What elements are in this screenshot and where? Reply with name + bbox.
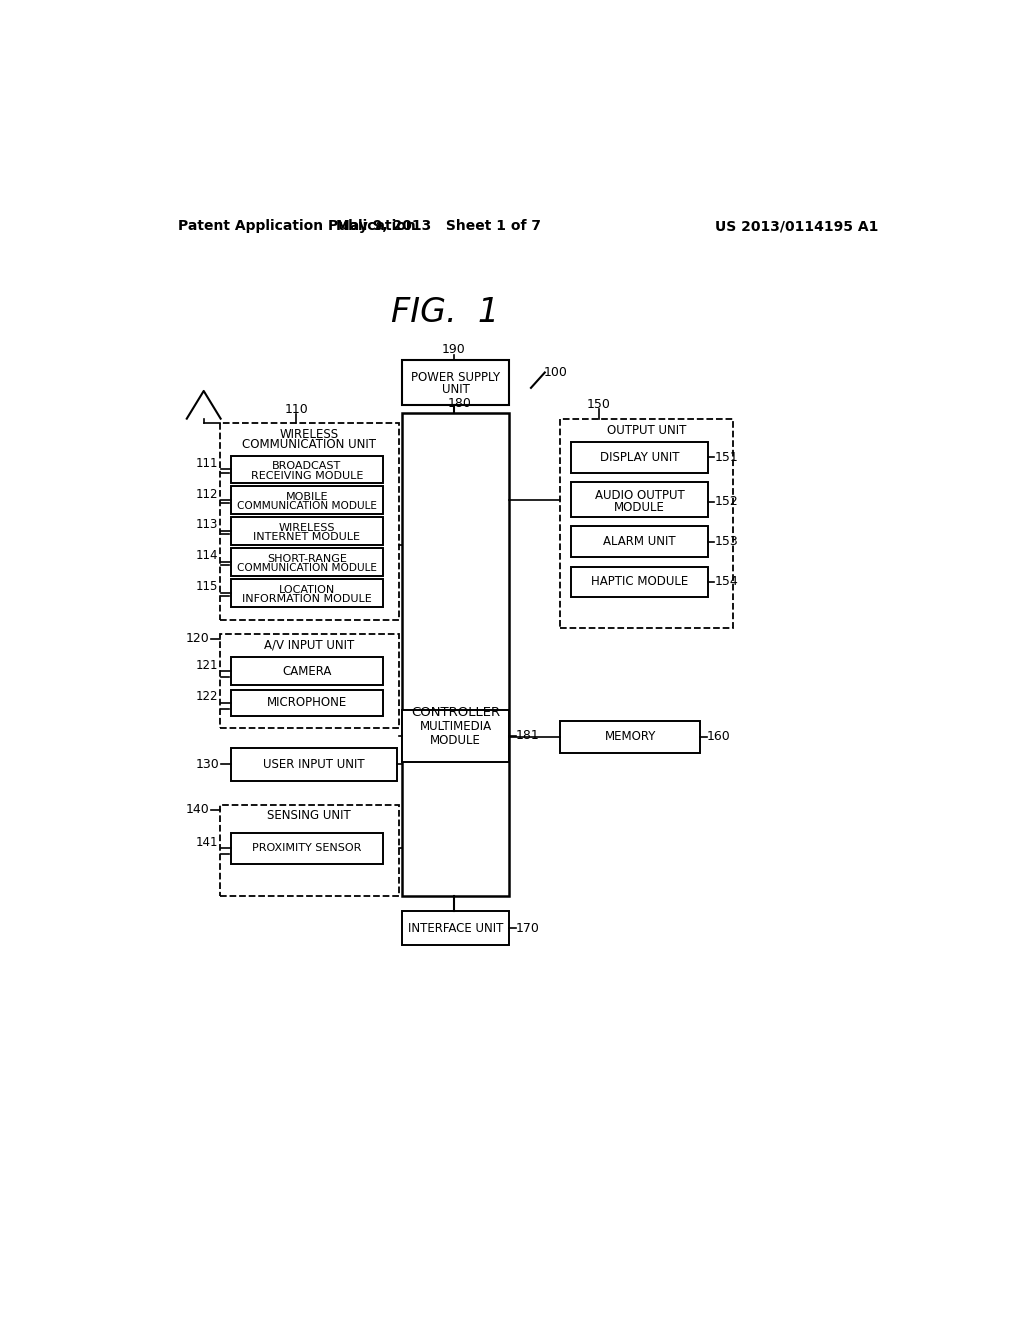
Text: 140: 140 [185, 804, 209, 816]
Bar [230, 548, 383, 576]
Text: LOCATION: LOCATION [279, 585, 335, 594]
Text: ALARM UNIT: ALARM UNIT [603, 536, 676, 548]
Text: 121: 121 [196, 659, 218, 672]
Bar [571, 482, 708, 517]
Text: FIG.  1: FIG. 1 [391, 296, 499, 329]
Text: 122: 122 [196, 690, 218, 704]
Text: 170: 170 [515, 921, 540, 935]
Text: HAPTIC MODULE: HAPTIC MODULE [591, 576, 688, 589]
Text: A/V INPUT UNIT: A/V INPUT UNIT [264, 639, 354, 652]
Text: 151: 151 [714, 450, 738, 463]
Text: 110: 110 [285, 403, 308, 416]
Bar [401, 360, 509, 405]
Text: AUDIO OUTPUT: AUDIO OUTPUT [595, 490, 684, 502]
Text: COMMUNICATION MODULE: COMMUNICATION MODULE [237, 502, 377, 511]
Text: UNIT: UNIT [441, 383, 469, 396]
Text: WIRELESS: WIRELESS [280, 428, 339, 441]
Bar [401, 710, 509, 762]
Text: May 9, 2013   Sheet 1 of 7: May 9, 2013 Sheet 1 of 7 [336, 219, 541, 234]
Text: 115: 115 [196, 579, 218, 593]
Bar [401, 911, 509, 945]
Bar [560, 721, 700, 752]
Text: Patent Application Publication: Patent Application Publication [178, 219, 416, 234]
Bar [230, 690, 383, 715]
Bar [401, 413, 509, 896]
Text: 113: 113 [196, 519, 218, 532]
Text: MICROPHONE: MICROPHONE [267, 696, 347, 709]
Bar [230, 657, 383, 685]
Bar [220, 805, 398, 896]
Text: 152: 152 [714, 495, 738, 508]
Text: CONTROLLER: CONTROLLER [411, 706, 500, 719]
Text: 153: 153 [714, 536, 738, 548]
Bar [571, 527, 708, 557]
Bar [571, 442, 708, 473]
Text: RECEIVING MODULE: RECEIVING MODULE [251, 471, 364, 480]
Text: INTERFACE UNIT: INTERFACE UNIT [408, 921, 503, 935]
Text: SENSING UNIT: SENSING UNIT [267, 809, 351, 822]
Text: 180: 180 [447, 397, 471, 409]
Text: COMMUNICATION MODULE: COMMUNICATION MODULE [237, 564, 377, 573]
Text: 114: 114 [196, 549, 218, 562]
Text: OUTPUT UNIT: OUTPUT UNIT [607, 425, 686, 437]
Bar [230, 517, 383, 545]
Text: POWER SUPPLY: POWER SUPPLY [411, 371, 500, 384]
Text: MOBILE: MOBILE [286, 492, 328, 502]
Text: MEMORY: MEMORY [604, 730, 656, 743]
Text: 100: 100 [544, 366, 568, 379]
Text: INTERNET MODULE: INTERNET MODULE [253, 532, 360, 543]
Bar [230, 833, 383, 863]
Text: US 2013/0114195 A1: US 2013/0114195 A1 [715, 219, 879, 234]
Text: 154: 154 [714, 576, 738, 589]
Bar [220, 635, 398, 729]
Text: MODULE: MODULE [430, 734, 481, 747]
Text: PROXIMITY SENSOR: PROXIMITY SENSOR [252, 843, 361, 853]
Bar [230, 487, 383, 515]
Text: MULTIMEDIA: MULTIMEDIA [420, 721, 492, 733]
Text: 120: 120 [185, 632, 209, 645]
Bar [571, 566, 708, 598]
Text: 112: 112 [196, 487, 218, 500]
Bar [230, 455, 383, 483]
Text: DISPLAY UNIT: DISPLAY UNIT [600, 450, 679, 463]
Bar [230, 579, 383, 607]
Text: 150: 150 [587, 399, 610, 412]
Text: 160: 160 [707, 730, 730, 743]
Text: INFORMATION MODULE: INFORMATION MODULE [242, 594, 372, 603]
Text: MODULE: MODULE [614, 502, 665, 515]
Bar [560, 418, 733, 628]
Text: 111: 111 [196, 457, 218, 470]
Text: 141: 141 [196, 836, 218, 849]
Text: CAMERA: CAMERA [283, 665, 332, 677]
Text: COMMUNICATION UNIT: COMMUNICATION UNIT [243, 438, 376, 451]
Text: 181: 181 [515, 730, 540, 742]
Text: USER INPUT UNIT: USER INPUT UNIT [263, 758, 365, 771]
Text: 190: 190 [442, 343, 466, 356]
Bar [220, 424, 398, 620]
Text: SHORT-RANGE: SHORT-RANGE [267, 554, 347, 564]
Bar [230, 748, 397, 780]
Text: BROADCAST: BROADCAST [272, 462, 342, 471]
Text: 130: 130 [197, 758, 220, 771]
Text: WIRELESS: WIRELESS [279, 523, 335, 533]
